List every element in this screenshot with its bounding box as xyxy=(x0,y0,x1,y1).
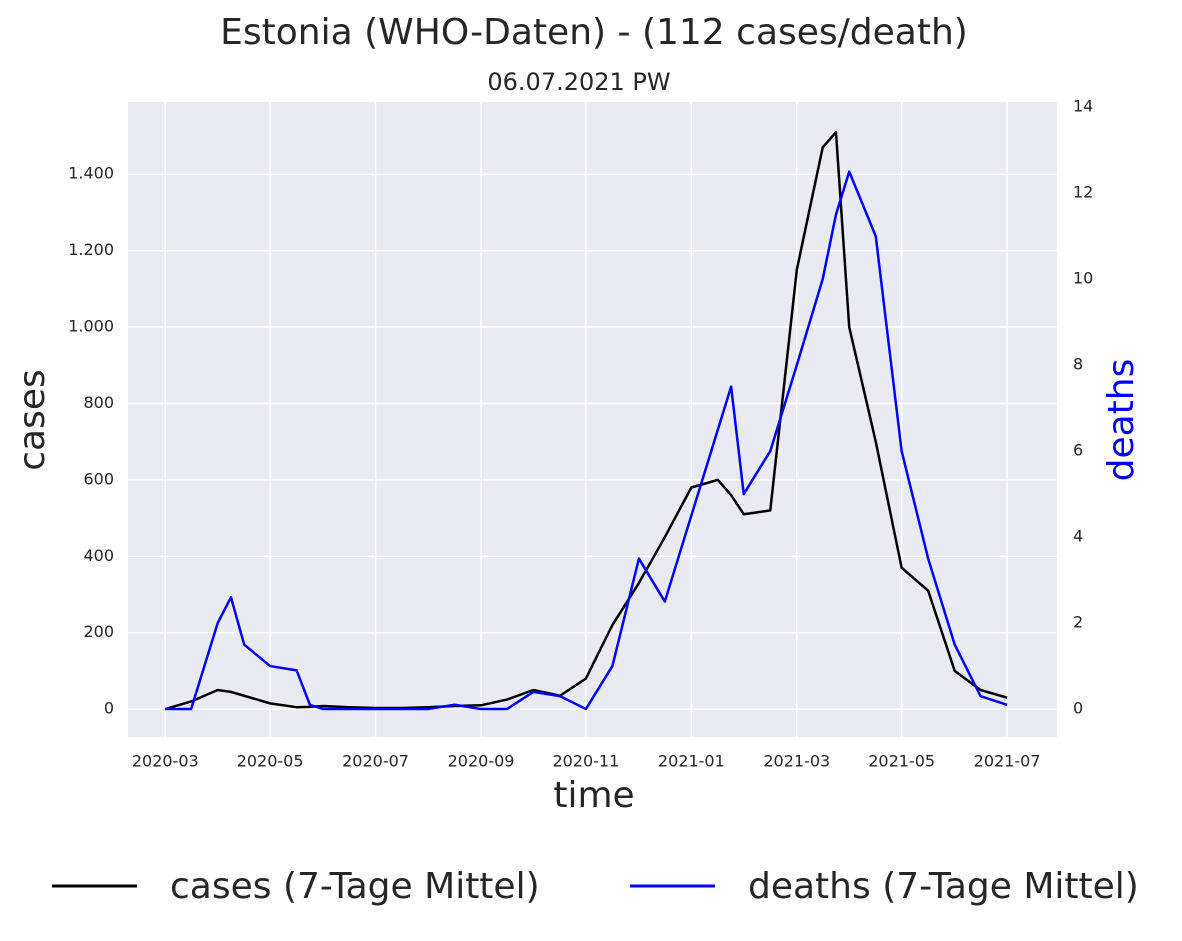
y-tick-label: 0 xyxy=(104,699,114,718)
legend-label: deaths (7-Tage Mittel) xyxy=(748,866,1139,907)
x-tick-label: 2020-03 xyxy=(132,752,199,771)
series-line xyxy=(164,130,1008,711)
y-axis-label: cases xyxy=(12,369,53,471)
legend: cases (7-Tage Mittel) deaths (7-Tage Mitt… xyxy=(52,866,1139,907)
x-tick-label: 2020-05 xyxy=(237,752,304,771)
lines xyxy=(164,130,1008,711)
chart-title: Estonia (WHO-Daten) - (112 cases/death) xyxy=(220,12,968,53)
y-tick-label: 1.000 xyxy=(68,317,114,336)
chart-subtitle: 06.07.2021 PW xyxy=(487,68,670,96)
x-tick-label: 2020-09 xyxy=(448,752,515,771)
x-tick-label: 2021-01 xyxy=(658,752,725,771)
y-tick-label: 400 xyxy=(83,546,114,565)
x-tick-label: 2020-07 xyxy=(342,752,409,771)
x-tick-label: 2021-05 xyxy=(868,752,935,771)
y-tick-label: 800 xyxy=(83,393,114,412)
y-tick-label: 1.200 xyxy=(68,240,114,259)
x-tick-label: 2020-11 xyxy=(552,752,619,771)
plot-area xyxy=(128,102,1057,737)
x-tick-label: 2021-03 xyxy=(763,752,830,771)
grid xyxy=(128,102,1057,737)
y2-tick-label: 8 xyxy=(1073,355,1083,374)
y2-axis-label: deaths xyxy=(1101,359,1142,482)
y-tick-label: 1.400 xyxy=(68,164,114,183)
y2-tick-label: 12 xyxy=(1073,183,1093,202)
y2-tick-label: 0 xyxy=(1073,699,1083,718)
y2-tick-label: 2 xyxy=(1073,613,1083,632)
y2-tick-label: 14 xyxy=(1073,97,1093,116)
x-tick-label: 2021-07 xyxy=(974,752,1041,771)
y-tick-label: 200 xyxy=(83,622,114,641)
series-line xyxy=(165,170,1008,711)
y2-tick-label: 4 xyxy=(1073,527,1083,546)
y2-tick-label: 10 xyxy=(1073,269,1093,288)
legend-label: cases (7-Tage Mittel) xyxy=(170,866,540,907)
y-tick-label: 600 xyxy=(83,469,114,488)
x-axis-label: time xyxy=(553,775,634,816)
y2-tick-label: 6 xyxy=(1073,441,1083,460)
